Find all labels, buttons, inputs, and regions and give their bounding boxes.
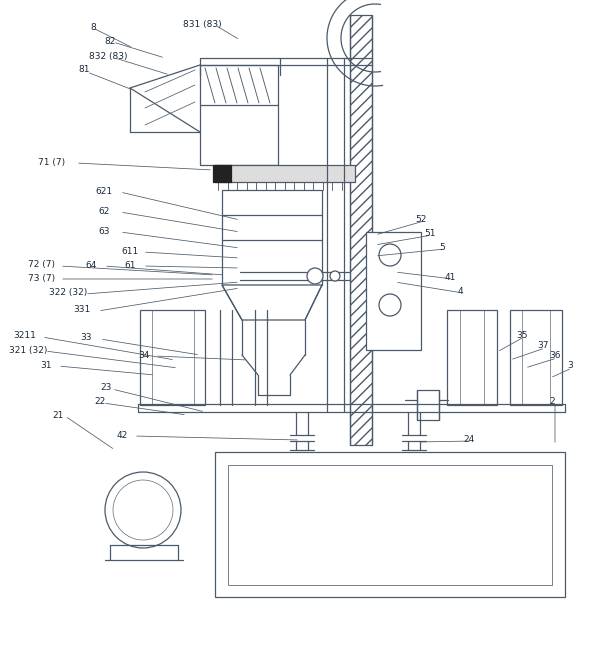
Text: 73 (7): 73 (7) xyxy=(29,273,55,283)
Text: 21: 21 xyxy=(52,410,64,419)
Text: 34: 34 xyxy=(138,351,150,360)
Text: 31: 31 xyxy=(41,360,52,369)
Text: 3211: 3211 xyxy=(14,332,36,340)
Text: 4: 4 xyxy=(457,288,463,297)
Text: 832 (83): 832 (83) xyxy=(89,52,128,62)
Text: 35: 35 xyxy=(516,330,527,340)
Text: 52: 52 xyxy=(415,216,427,224)
Text: 831 (83): 831 (83) xyxy=(183,19,221,29)
Bar xyxy=(366,232,421,350)
Text: 71 (7): 71 (7) xyxy=(38,157,66,167)
Bar xyxy=(510,310,562,405)
Text: 24: 24 xyxy=(463,435,474,445)
Bar xyxy=(228,465,552,585)
Bar xyxy=(460,310,484,405)
Text: 2: 2 xyxy=(549,397,555,406)
Bar xyxy=(140,310,205,405)
Text: 82: 82 xyxy=(104,38,116,47)
Bar xyxy=(447,310,497,405)
Polygon shape xyxy=(222,285,322,320)
Circle shape xyxy=(330,271,340,281)
Text: 23: 23 xyxy=(100,384,111,393)
Text: 321 (32): 321 (32) xyxy=(9,345,47,354)
Bar xyxy=(200,65,278,165)
Bar xyxy=(522,310,550,405)
Text: 63: 63 xyxy=(98,227,110,235)
Text: 8: 8 xyxy=(90,23,96,32)
Text: 72 (7): 72 (7) xyxy=(29,260,55,270)
Text: 3: 3 xyxy=(567,362,573,371)
Text: 322 (32): 322 (32) xyxy=(49,288,87,297)
Bar xyxy=(213,165,231,182)
Circle shape xyxy=(379,244,401,266)
Text: 41: 41 xyxy=(444,273,456,283)
Bar xyxy=(152,310,194,405)
Text: 331: 331 xyxy=(73,305,91,314)
Text: 33: 33 xyxy=(80,334,92,343)
Text: 621: 621 xyxy=(95,187,113,196)
Bar xyxy=(215,452,565,597)
Bar xyxy=(215,165,355,182)
Circle shape xyxy=(105,472,181,548)
Circle shape xyxy=(379,294,401,316)
Bar xyxy=(222,190,322,285)
Text: 62: 62 xyxy=(98,207,110,216)
Text: 36: 36 xyxy=(550,351,561,360)
Text: 22: 22 xyxy=(94,397,105,406)
Text: 61: 61 xyxy=(124,260,136,270)
Circle shape xyxy=(113,480,173,540)
Text: 81: 81 xyxy=(78,65,90,75)
Text: 37: 37 xyxy=(537,341,549,351)
Text: 42: 42 xyxy=(116,430,128,439)
Circle shape xyxy=(307,268,323,284)
Text: 5: 5 xyxy=(439,244,445,253)
Text: 611: 611 xyxy=(122,246,139,255)
Bar xyxy=(350,15,372,445)
Text: 64: 64 xyxy=(85,260,97,270)
Bar xyxy=(417,390,439,420)
Text: 51: 51 xyxy=(424,229,436,238)
